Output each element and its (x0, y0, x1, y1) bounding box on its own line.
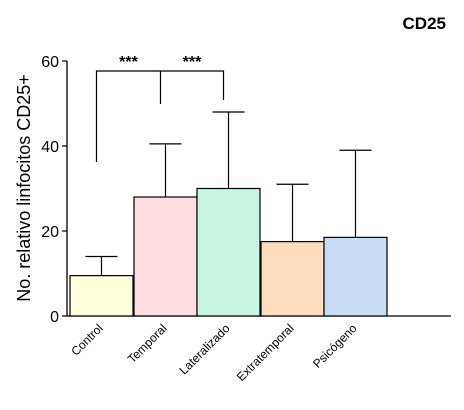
y-tick-label-3: 60 (41, 54, 59, 71)
bar-2 (196, 187, 261, 317)
x-tick-label-1: Temporal (125, 321, 170, 366)
x-tick-label-0: Control (68, 321, 105, 358)
x-tick-label-3: Extratemporal (234, 321, 297, 384)
x-tick-label-2: Lateralizado (176, 321, 232, 377)
y-tick-label-2: 40 (41, 139, 59, 156)
significance-label-1: *** (183, 54, 202, 71)
bar-4 (323, 236, 388, 317)
chart-title: CD25 (403, 14, 446, 33)
significance-label-0: *** (119, 54, 138, 71)
bar-1 (133, 196, 198, 317)
bar-0 (69, 275, 134, 317)
y-axis-label: No. relativo linfocitos CD25+ (14, 74, 34, 302)
y-tick-label-1: 20 (41, 224, 59, 241)
x-tick-label-4: Psicógeno (310, 321, 360, 371)
bar-3 (260, 241, 325, 317)
y-tick-label-0: 0 (50, 309, 59, 326)
